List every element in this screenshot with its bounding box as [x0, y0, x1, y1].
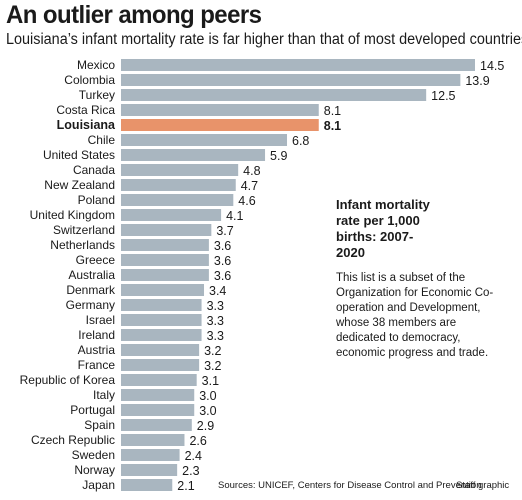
bar-greece — [121, 254, 209, 266]
category-label-colombia: Colombia — [64, 73, 115, 87]
value-label-netherlands: 3.6 — [214, 239, 231, 253]
value-label-new-zealand: 4.7 — [241, 179, 258, 193]
category-label-portugal: Portugal — [70, 403, 115, 417]
value-label-australia: 3.6 — [214, 269, 231, 283]
category-label-mexico: Mexico — [77, 58, 115, 72]
bar-italy — [121, 389, 195, 401]
bar-austria — [121, 344, 200, 356]
value-label-ireland: 3.3 — [207, 329, 224, 343]
category-label-united-kingdom: United Kingdom — [30, 208, 115, 222]
category-label-japan: Japan — [82, 478, 115, 492]
value-label-spain: 2.9 — [197, 419, 214, 433]
bar-new-zealand — [121, 179, 236, 191]
value-label-colombia: 13.9 — [465, 74, 489, 88]
category-label-republic-of-korea: Republic of Korea — [20, 373, 116, 387]
bar-denmark — [121, 284, 205, 296]
category-label-czech-republic: Czech Republic — [31, 433, 115, 447]
bar-colombia — [121, 74, 461, 86]
category-label-australia: Australia — [68, 268, 115, 282]
bar-germany — [121, 299, 202, 311]
value-label-norway: 2.3 — [182, 464, 199, 478]
bar-spain — [121, 419, 192, 431]
note-title: Infant mortality rate per 1,000 births: … — [336, 197, 430, 260]
bar-portugal — [121, 404, 195, 416]
category-label-louisiana: Louisiana — [57, 118, 116, 132]
bar-czech-republic — [121, 434, 185, 446]
category-label-poland: Poland — [78, 193, 115, 207]
value-label-sweden: 2.4 — [185, 449, 202, 463]
bar-france — [121, 359, 200, 371]
category-label-france: France — [78, 358, 116, 372]
category-label-greece: Greece — [76, 253, 116, 267]
value-label-denmark: 3.4 — [209, 284, 226, 298]
value-label-greece: 3.6 — [214, 254, 231, 268]
bar-mexico — [121, 59, 475, 71]
bar-norway — [121, 464, 178, 476]
bar-australia — [121, 269, 209, 281]
value-label-france: 3.2 — [204, 359, 221, 373]
value-label-united-kingdom: 4.1 — [226, 209, 243, 223]
bar-united-kingdom — [121, 209, 222, 221]
category-label-netherlands: Netherlands — [50, 238, 115, 252]
category-label-italy: Italy — [93, 388, 115, 402]
bar-israel — [121, 314, 202, 326]
category-label-norway: Norway — [74, 463, 115, 477]
source-note: Sources: UNICEF, Centers for Disease Con… — [218, 480, 482, 491]
value-label-japan: 2.1 — [177, 479, 194, 493]
value-label-italy: 3.0 — [199, 389, 216, 403]
value-label-canada: 4.8 — [243, 164, 260, 178]
value-label-poland: 4.6 — [238, 194, 255, 208]
bar-turkey — [121, 89, 427, 101]
value-label-germany: 3.3 — [207, 299, 224, 313]
category-label-spain: Spain — [84, 418, 115, 432]
category-label-costa-rica: Costa Rica — [56, 103, 115, 117]
bar-poland — [121, 194, 234, 206]
bar-united-states — [121, 149, 266, 161]
value-label-republic-of-korea: 3.1 — [202, 374, 219, 388]
bar-costa-rica — [121, 104, 319, 116]
bar-switzerland — [121, 224, 212, 236]
value-label-costa-rica: 8.1 — [324, 104, 341, 118]
category-label-denmark: Denmark — [66, 283, 116, 297]
value-label-portugal: 3.0 — [199, 404, 216, 418]
category-label-switzerland: Switzerland — [53, 223, 115, 237]
bar-canada — [121, 164, 239, 176]
chart-note: Infant mortality rate per 1,000 births: … — [336, 197, 506, 361]
chart-subtitle: Louisiana’s infant mortality rate is far… — [6, 31, 522, 48]
value-label-czech-republic: 2.6 — [189, 434, 206, 448]
category-label-israel: Israel — [86, 313, 115, 327]
bar-chile — [121, 134, 288, 146]
bar-louisiana — [121, 119, 319, 131]
category-label-new-zealand: New Zealand — [44, 178, 115, 192]
category-label-sweden: Sweden — [72, 448, 115, 462]
category-label-canada: Canada — [73, 163, 115, 177]
note-body: This list is a subset of the Organizatio… — [336, 272, 494, 359]
credit-note: Staff graphic — [456, 480, 510, 491]
category-label-germany: Germany — [66, 298, 115, 312]
value-label-austria: 3.2 — [204, 344, 221, 358]
value-label-mexico: 14.5 — [480, 59, 504, 73]
value-label-turkey: 12.5 — [431, 89, 455, 103]
category-label-turkey: Turkey — [79, 88, 115, 102]
value-label-chile: 6.8 — [292, 134, 309, 148]
bar-japan — [121, 479, 173, 491]
category-label-united-states: United States — [43, 148, 115, 162]
value-label-israel: 3.3 — [207, 314, 224, 328]
category-label-austria: Austria — [78, 343, 116, 357]
bar-sweden — [121, 449, 180, 461]
chart-title: An outlier among peers — [6, 1, 262, 29]
value-label-switzerland: 3.7 — [216, 224, 233, 238]
value-label-united-states: 5.9 — [270, 149, 287, 163]
category-label-ireland: Ireland — [78, 328, 115, 342]
bar-netherlands — [121, 239, 209, 251]
bar-ireland — [121, 329, 202, 341]
value-label-louisiana: 8.1 — [324, 119, 341, 133]
bar-republic-of-korea — [121, 374, 197, 386]
category-label-chile: Chile — [88, 133, 116, 147]
